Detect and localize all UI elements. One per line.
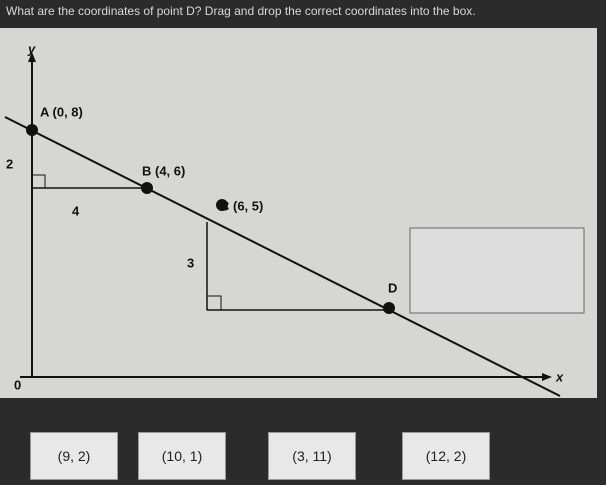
choice[interactable]: (12, 2)	[402, 432, 490, 480]
y-arrow	[28, 52, 36, 62]
rise-label: 3	[187, 255, 194, 270]
line	[4, 116, 561, 397]
choice[interactable]: (3, 11)	[268, 432, 356, 480]
rise-label: 2	[6, 156, 13, 171]
run-label: 4	[72, 203, 80, 218]
x-arrow	[542, 373, 552, 381]
origin-label: 0	[14, 377, 21, 392]
point	[26, 124, 38, 136]
right-angle	[206, 295, 222, 311]
point-label: B (4, 6)	[142, 163, 185, 178]
x-label: x	[555, 369, 564, 384]
point	[216, 199, 228, 211]
point	[383, 302, 395, 314]
point-label: A (0, 8)	[40, 104, 83, 119]
point-label: D	[388, 280, 397, 295]
choice[interactable]: (9, 2)	[30, 432, 118, 480]
drop-box[interactable]	[409, 227, 585, 314]
choice[interactable]: (10, 1)	[138, 432, 226, 480]
point	[141, 182, 153, 194]
y-label: y	[27, 41, 36, 56]
right-angle	[31, 174, 46, 189]
panel	[0, 28, 597, 398]
point-label: C (6, 5)	[220, 198, 263, 213]
question: What are the coordinates of point D? Dra…	[6, 4, 476, 18]
